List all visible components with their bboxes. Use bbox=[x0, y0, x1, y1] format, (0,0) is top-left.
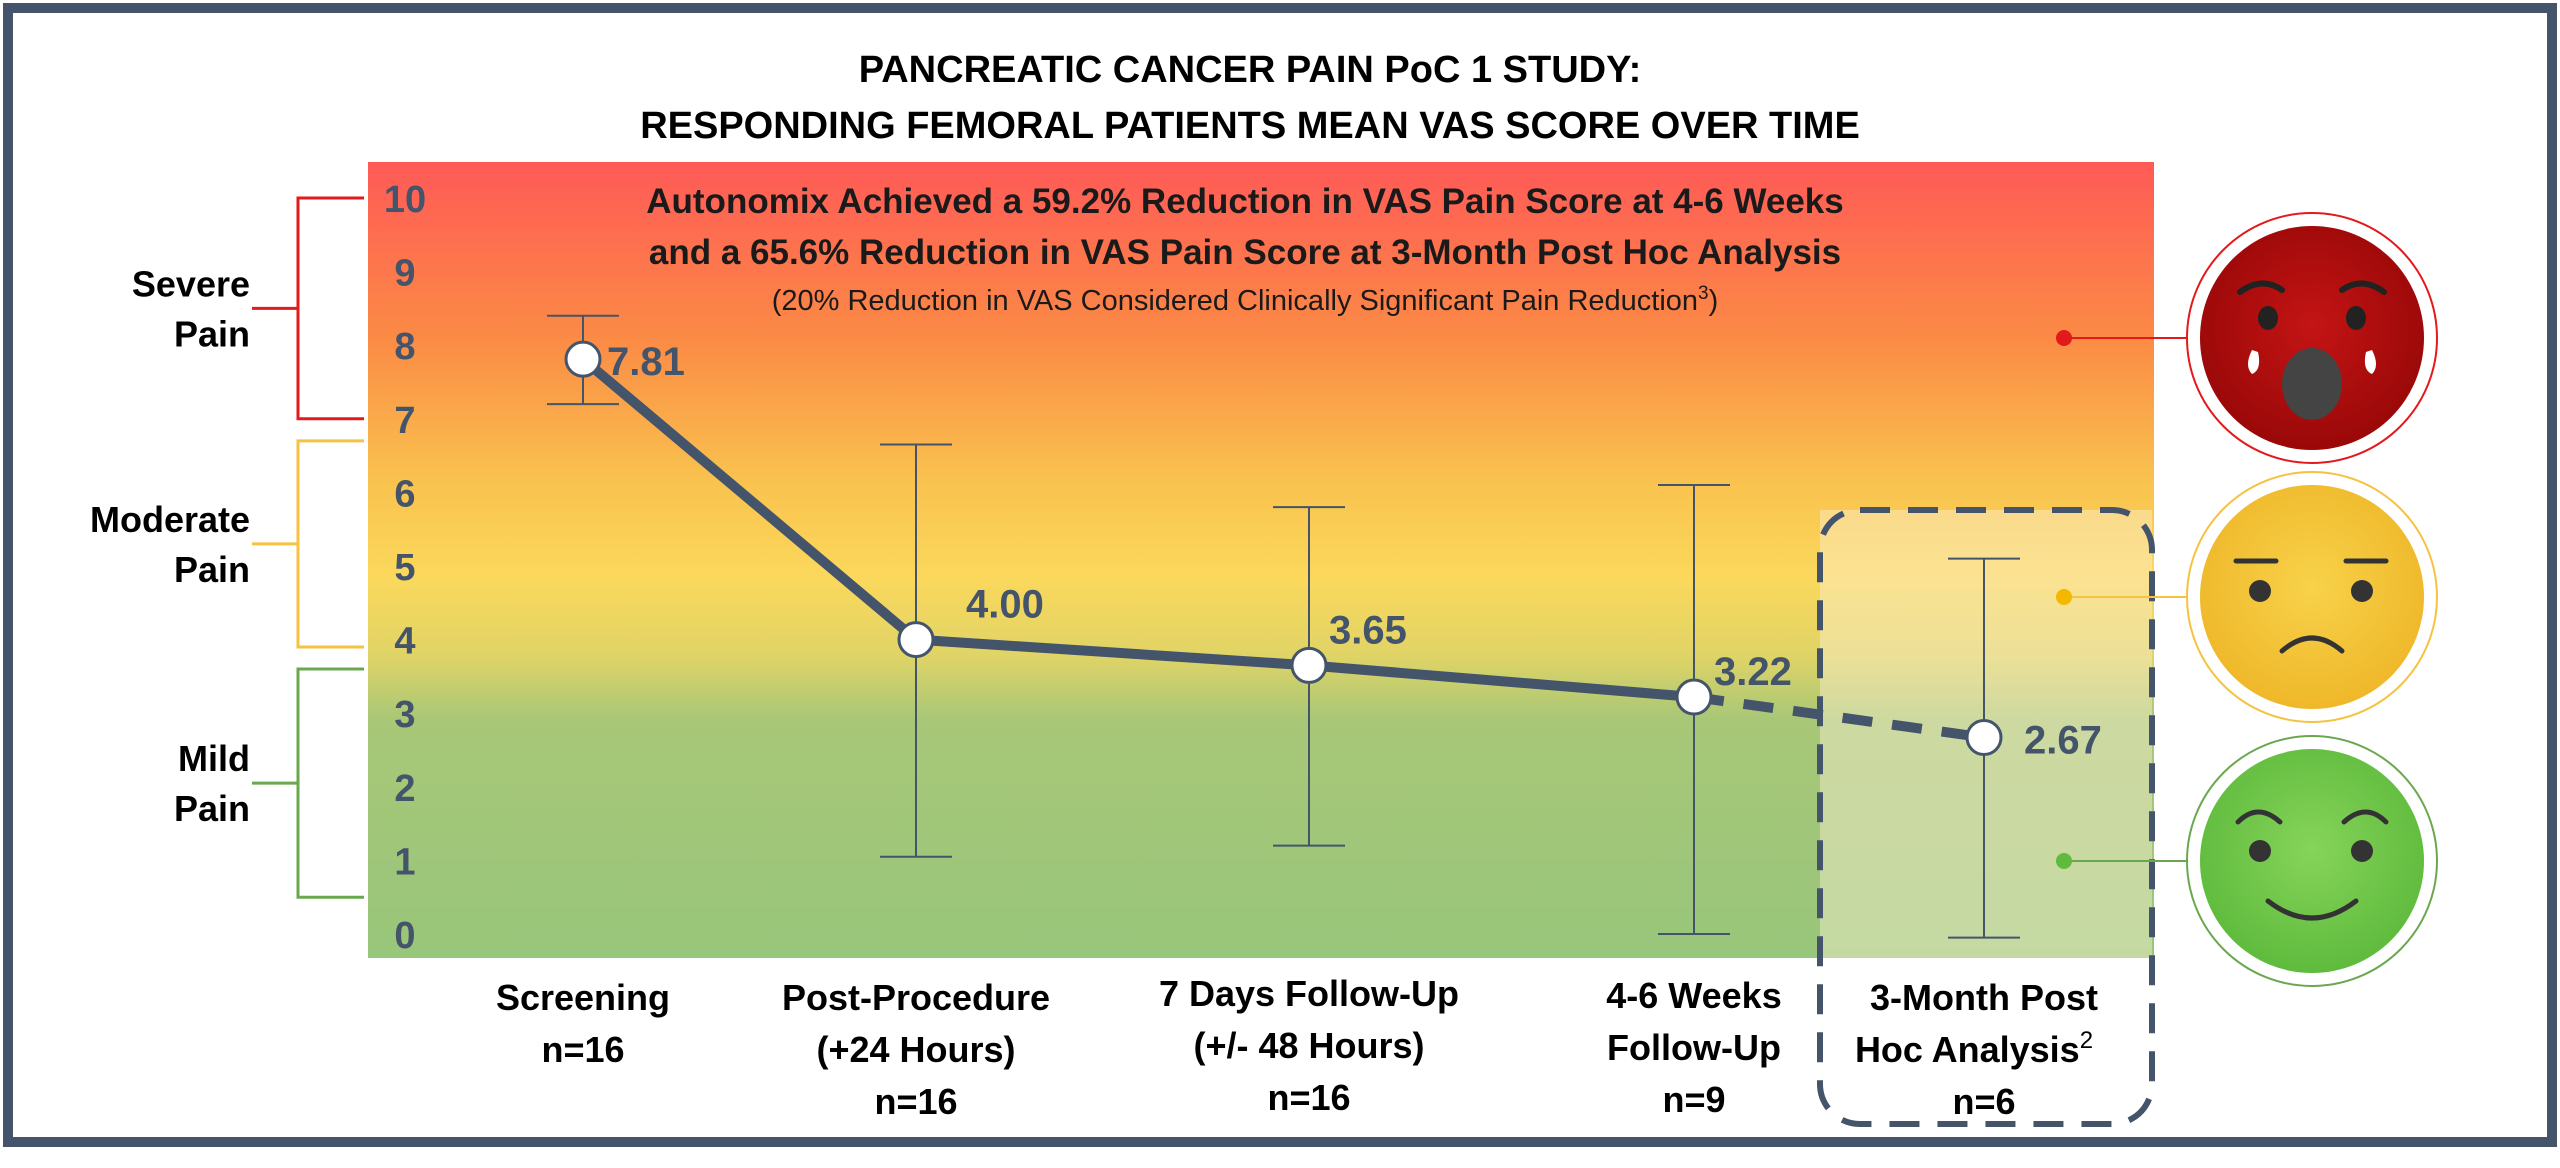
x-tick-label: 3-Month Post bbox=[1870, 977, 2098, 1018]
x-tick-label: Post-Procedure bbox=[782, 977, 1050, 1018]
x-tick-text: (+24 Hours) bbox=[816, 1029, 1015, 1070]
x-tick-text: n=16 bbox=[874, 1081, 957, 1122]
series-line bbox=[578, 354, 1985, 743]
x-tick-label: (+/- 48 Hours) bbox=[1193, 1025, 1424, 1066]
data-point bbox=[1965, 718, 2003, 756]
data-point bbox=[897, 621, 935, 659]
post-hoc-highlight-outline bbox=[1817, 507, 2155, 1127]
x-tick-label: n=16 bbox=[541, 1029, 624, 1070]
data-point bbox=[1675, 678, 1713, 716]
data-point bbox=[1290, 646, 1328, 684]
x-tick-label: n=16 bbox=[1267, 1077, 1350, 1118]
chart-title-line1: PANCREATIC CANCER PAIN PoC 1 STUDY: bbox=[859, 49, 1642, 91]
pain-zone-label: Moderate bbox=[90, 499, 250, 540]
x-tick-text: Screening bbox=[496, 977, 670, 1018]
value-label: 3.65 bbox=[1329, 608, 1407, 652]
x-tick-text: Post-Procedure bbox=[782, 977, 1050, 1018]
series-segment bbox=[1304, 660, 1699, 703]
y-tick-label: 9 bbox=[394, 253, 415, 295]
x-tick-label: n=9 bbox=[1662, 1079, 1725, 1120]
series-segment bbox=[578, 354, 921, 645]
x-tick-label: Follow-Up bbox=[1607, 1027, 1781, 1068]
x-tick-label: n=6 bbox=[1952, 1081, 2015, 1122]
mild-dot bbox=[2056, 853, 2072, 869]
x-tick-text: Hoc Analysis bbox=[1855, 1029, 2080, 1070]
data-point bbox=[564, 340, 602, 378]
x-tick-text: n=16 bbox=[1267, 1077, 1350, 1118]
y-tick-label: 4 bbox=[394, 621, 415, 663]
x-tick-text: 3-Month Post bbox=[1870, 977, 2098, 1018]
data-points bbox=[564, 340, 2003, 756]
headline-note: (20% Reduction in VAS Considered Clinica… bbox=[772, 283, 1719, 317]
series-segment bbox=[911, 634, 1314, 671]
y-tick-label: 8 bbox=[394, 326, 415, 368]
x-tick-label: Hoc Analysis2 bbox=[1855, 1027, 2093, 1070]
severe-pain-face-icon bbox=[2186, 212, 2438, 464]
note-superscript: 3 bbox=[1698, 283, 1709, 304]
x-tick-label: 7 Days Follow-Up bbox=[1159, 973, 1459, 1014]
pain-zone-label: Pain bbox=[174, 549, 250, 590]
pain-zone-label: Pain bbox=[174, 788, 250, 829]
y-tick-label: 7 bbox=[394, 400, 415, 442]
pain-zone-brackets: Severe Pain Moderate Pain Mild Pain bbox=[90, 196, 364, 899]
headline-line1: Autonomix Achieved a 59.2% Reduction in … bbox=[646, 182, 1844, 221]
x-tick-superscript: 2 bbox=[2080, 1027, 2093, 1054]
note-text: (20% Reduction in VAS Considered Clinica… bbox=[772, 285, 1698, 317]
chart-title-line2: RESPONDING FEMORAL PATIENTS MEAN VAS SCO… bbox=[640, 105, 1860, 147]
plot-background bbox=[368, 162, 2154, 958]
value-label: 4.00 bbox=[966, 583, 1044, 627]
face-connectors bbox=[2056, 330, 2188, 869]
y-axis-ticks: 0 1 2 3 4 5 6 7 8 9 10 bbox=[384, 179, 426, 957]
y-tick-label: 1 bbox=[394, 841, 415, 883]
x-tick-text: n=9 bbox=[1662, 1079, 1725, 1120]
y-tick-label: 0 bbox=[394, 915, 415, 957]
y-tick-label: 3 bbox=[394, 694, 415, 736]
x-tick-text: 7 Days Follow-Up bbox=[1159, 973, 1459, 1014]
x-tick-label: (+24 Hours) bbox=[816, 1029, 1015, 1070]
moderate-pain-face-icon bbox=[2186, 471, 2438, 723]
severe-dot bbox=[2056, 330, 2072, 346]
moderate-dot bbox=[2056, 589, 2072, 605]
value-label: 3.22 bbox=[1714, 650, 1792, 694]
x-tick-text: 4-6 Weeks bbox=[1606, 975, 1781, 1016]
pain-zone-label: Mild bbox=[178, 738, 250, 779]
x-tick-text: (+/- 48 Hours) bbox=[1193, 1025, 1424, 1066]
pain-zone-label: Pain bbox=[174, 313, 250, 354]
x-tick-label: 4-6 Weeks bbox=[1606, 975, 1781, 1016]
x-tick-text: n=16 bbox=[541, 1029, 624, 1070]
x-tick-text: Follow-Up bbox=[1607, 1027, 1781, 1068]
x-tick-text: n=6 bbox=[1952, 1081, 2015, 1122]
headline-line2: and a 65.6% Reduction in VAS Pain Score … bbox=[649, 233, 1841, 272]
y-tick-label: 2 bbox=[394, 768, 415, 810]
y-tick-label: 6 bbox=[394, 473, 415, 515]
y-tick-label: 10 bbox=[384, 179, 426, 221]
x-axis-labels: Screening n=16 Post-Procedure (+24 Hours) n=… bbox=[496, 973, 2098, 1122]
value-label: 2.67 bbox=[2024, 718, 2102, 762]
pain-zone-label: Severe bbox=[132, 263, 250, 304]
x-tick-label: Screening bbox=[496, 977, 670, 1018]
note-close: ) bbox=[1709, 285, 1719, 317]
value-labels: 7.81 4.00 3.65 3.22 2.67 bbox=[607, 340, 2102, 762]
value-label: 7.81 bbox=[607, 340, 685, 384]
y-tick-label: 5 bbox=[394, 547, 415, 589]
x-tick-label: n=16 bbox=[874, 1081, 957, 1122]
mild-pain-face-icon bbox=[2186, 735, 2438, 987]
